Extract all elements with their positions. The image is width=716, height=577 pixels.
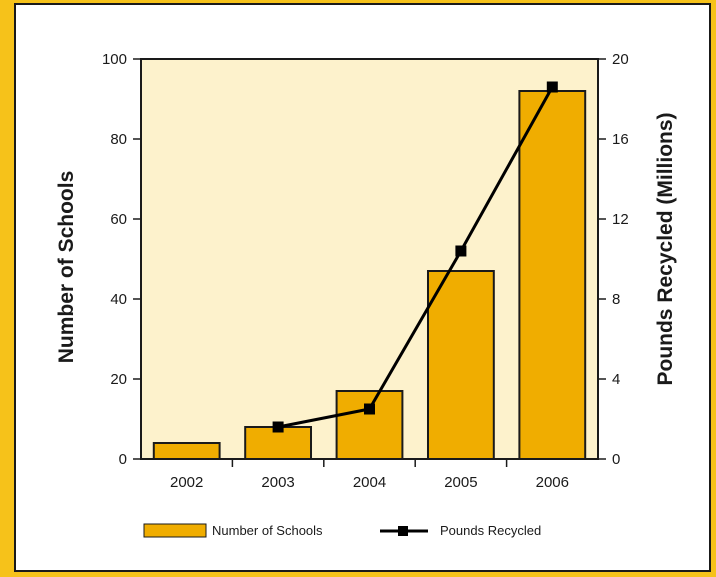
- left-axis-ticks: 0 20 40 60 80 100: [102, 51, 141, 468]
- legend-label-pounds-recycled: Pounds Recycled: [440, 523, 541, 538]
- legend-marker-pounds-recycled: [398, 526, 408, 536]
- left-tick-label-60: 60: [110, 211, 127, 228]
- legend-swatch-number-of-schools: [143, 523, 207, 538]
- right-axis-title: Pounds Recycled (Millions): [654, 112, 677, 385]
- x-tick-label-2006: 2006: [536, 474, 569, 491]
- x-tick-label-2003: 2003: [261, 474, 294, 491]
- plot-frame: [140, 58, 599, 460]
- right-tick-label-0: 0: [612, 451, 620, 468]
- left-axis-title: Number of Schools: [55, 171, 78, 364]
- x-tick-label-2002: 2002: [170, 474, 203, 491]
- x-tick-label-2005: 2005: [444, 474, 477, 491]
- right-tick-label-8: 8: [612, 291, 620, 308]
- left-tick-label-80: 80: [110, 131, 127, 148]
- line-point-2006: [546, 81, 558, 93]
- legend-label-number-of-schools: Number of Schools: [212, 523, 323, 538]
- right-tick-label-12: 12: [612, 211, 629, 228]
- right-tick-label-16: 16: [612, 131, 629, 148]
- right-tick-label-4: 4: [612, 371, 620, 388]
- line-series-pounds-recycled: [277, 86, 554, 429]
- x-axis-ticks: 2002 2003 2004 2005 2006: [170, 459, 569, 491]
- chart-card: 0 20 40 60 80 100 0 4 8 12 16 20 2002 2003 2004 2005 2…: [14, 3, 711, 572]
- legend: Number of Schools Pounds Recycled: [143, 523, 541, 538]
- left-tick-label-40: 40: [110, 291, 127, 308]
- bar-2004: [335, 390, 404, 460]
- line-point-2005: [455, 245, 467, 257]
- bar-2002: [152, 442, 221, 460]
- x-tick-label-2004: 2004: [353, 474, 386, 491]
- bar-2006: [518, 90, 587, 460]
- line-point-2004: [364, 403, 375, 415]
- line-markers-group: [272, 81, 558, 433]
- line-point-2003: [272, 421, 284, 433]
- left-tick-label-20: 20: [110, 371, 127, 388]
- left-tick-label-100: 100: [102, 51, 127, 68]
- right-tick-label-20: 20: [612, 51, 629, 68]
- right-axis-ticks: 0 4 8 12 16 20: [598, 51, 629, 468]
- left-tick-label-0: 0: [119, 451, 127, 468]
- bar-2005: [426, 270, 495, 460]
